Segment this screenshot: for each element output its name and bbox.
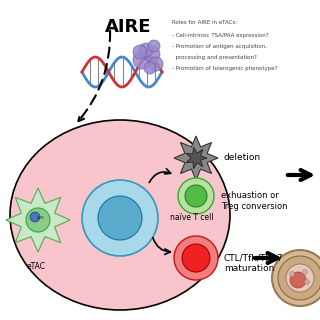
Circle shape — [26, 208, 50, 232]
Circle shape — [30, 212, 40, 222]
Text: processing and presentation?: processing and presentation? — [172, 55, 257, 60]
Circle shape — [185, 185, 207, 207]
Text: - Promotion of antigen acquisition,: - Promotion of antigen acquisition, — [172, 44, 267, 49]
Circle shape — [278, 256, 320, 300]
Circle shape — [302, 269, 308, 275]
Circle shape — [133, 45, 147, 59]
Text: naïve T cell: naïve T cell — [170, 213, 214, 222]
Circle shape — [149, 57, 163, 71]
Circle shape — [174, 236, 218, 280]
Text: - Promotion of tolerogenic phenotype?: - Promotion of tolerogenic phenotype? — [172, 66, 277, 71]
Text: eTAC: eTAC — [27, 262, 45, 271]
Circle shape — [290, 271, 294, 276]
Ellipse shape — [10, 120, 230, 310]
Text: - Cell-intrinsic TSA/PAA expression?: - Cell-intrinsic TSA/PAA expression? — [172, 33, 268, 38]
Polygon shape — [186, 147, 207, 169]
Circle shape — [305, 279, 309, 284]
Circle shape — [182, 244, 210, 272]
Text: AIRE: AIRE — [36, 216, 44, 220]
Circle shape — [139, 43, 153, 57]
Circle shape — [82, 180, 158, 256]
Text: deletion: deletion — [224, 154, 261, 163]
Text: Roles for AIRE in eTACs:: Roles for AIRE in eTACs: — [172, 20, 237, 25]
Circle shape — [133, 51, 151, 69]
Circle shape — [148, 40, 160, 52]
Circle shape — [290, 272, 306, 288]
Circle shape — [178, 178, 214, 214]
Polygon shape — [6, 188, 70, 252]
Circle shape — [144, 46, 160, 62]
Circle shape — [272, 250, 320, 306]
Circle shape — [144, 62, 156, 74]
Circle shape — [98, 196, 142, 240]
Circle shape — [286, 264, 314, 292]
Polygon shape — [174, 136, 218, 180]
Text: AIRE: AIRE — [105, 18, 151, 36]
Text: CTL/Tfh/Th17
maturation: CTL/Tfh/Th17 maturation — [224, 253, 284, 273]
Text: exhuastion or
Treg conversion: exhuastion or Treg conversion — [221, 191, 287, 211]
